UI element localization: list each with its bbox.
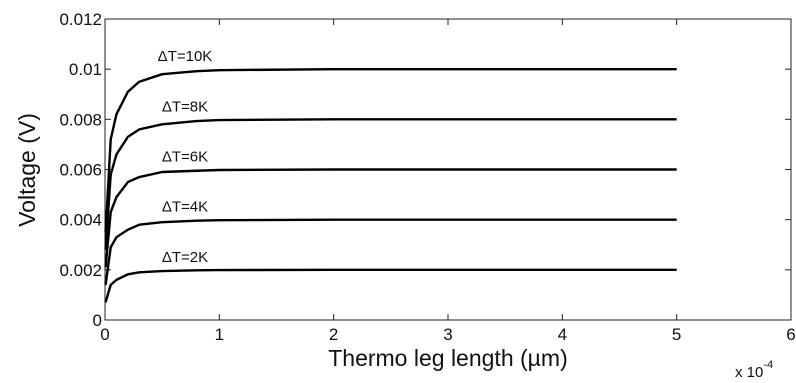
x-tick-label: 6 <box>786 325 795 344</box>
x-multiplier-exponent: -4 <box>763 359 773 371</box>
y-tick-label: 0.008 <box>59 110 102 129</box>
y-axis-label: Voltage (V) <box>14 113 40 227</box>
series-label: ΔT=8K <box>162 98 208 115</box>
y-tick-label: 0.012 <box>59 10 102 29</box>
x-tick-label: 4 <box>558 325 567 344</box>
series-label: ΔT=2K <box>162 249 208 266</box>
y-tick-label: 0.004 <box>59 211 102 230</box>
x-tick-label: 1 <box>215 325 224 344</box>
series-lines <box>104 67 677 303</box>
x-axis-ticks: 0 1 2 3 4 5 6 <box>100 19 796 344</box>
y-tick-label: 0 <box>93 311 102 330</box>
x-tick-label: 5 <box>672 325 681 344</box>
series-label: ΔT=6K <box>162 149 208 166</box>
series-line <box>104 118 677 250</box>
x-multiplier-base: x 10 <box>735 364 763 381</box>
y-axis-ticks: 0 0.002 0.004 0.006 0.008 0.01 0.012 <box>59 10 791 330</box>
series-line <box>104 218 677 286</box>
x-tick-label: 2 <box>329 325 338 344</box>
series-label: ΔT=4K <box>162 199 208 216</box>
series-label: ΔT=10K <box>158 48 213 65</box>
x-tick-label: 3 <box>443 325 452 344</box>
y-tick-label: 0.002 <box>59 261 102 280</box>
series-labels: ΔT=2K ΔT=4K ΔT=6K ΔT=8K ΔT=10K <box>158 48 213 266</box>
x-multiplier: x 10-4 <box>735 359 773 381</box>
series-line <box>104 67 677 233</box>
y-tick-label: 0.01 <box>69 60 102 79</box>
series-line <box>104 268 677 303</box>
x-axis-label: Thermo leg length (µm) <box>328 345 568 371</box>
x-tick-label: 0 <box>100 325 109 344</box>
series-line <box>104 168 677 268</box>
y-tick-label: 0.006 <box>59 161 102 180</box>
